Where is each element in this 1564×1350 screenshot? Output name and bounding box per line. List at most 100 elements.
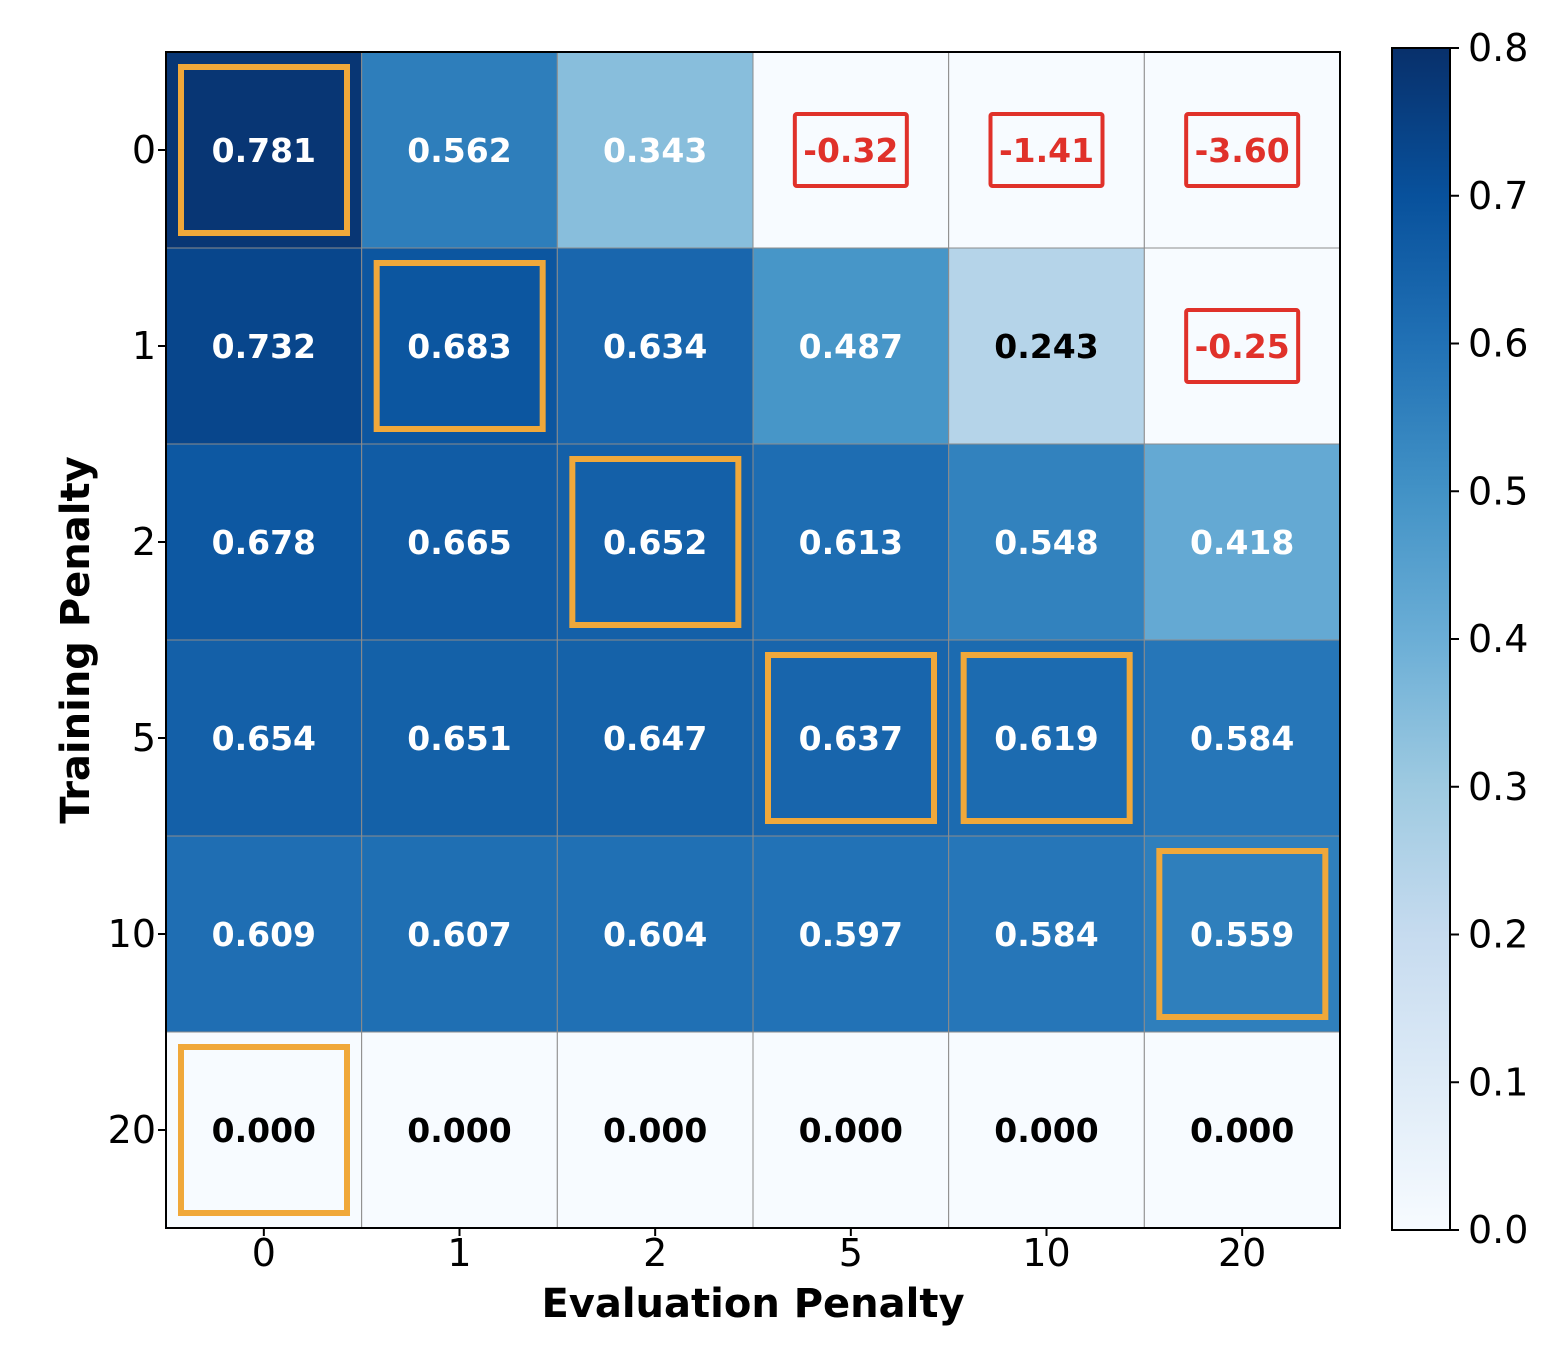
heatmap-cell xyxy=(165,247,363,445)
heatmap-cell xyxy=(361,247,558,445)
heatmap-cell-value: 0.683 xyxy=(407,327,511,366)
heatmap-cell-value: 0.732 xyxy=(212,327,316,366)
heatmap-cell xyxy=(752,1031,950,1229)
heatmap-cell xyxy=(1143,1031,1341,1229)
heatmap-cell-value: -3.60 xyxy=(1195,131,1290,170)
heatmap-cell xyxy=(948,443,1145,641)
heatmap-cell xyxy=(361,835,558,1033)
x-tick-label: 2 xyxy=(643,1231,667,1275)
heatmap-cell-value: 0.000 xyxy=(212,1111,316,1150)
heatmap-cell xyxy=(948,639,1145,837)
y-tick-label: 2 xyxy=(132,520,156,564)
y-tick-label: 5 xyxy=(132,716,156,760)
heatmap-cell-value: 0.634 xyxy=(603,327,707,366)
heatmap-cell-value: 0.654 xyxy=(212,719,316,758)
heatmap-cell xyxy=(556,443,754,641)
heatmap-cell xyxy=(361,443,558,641)
colorbar-tick-label: 0.0 xyxy=(1468,1208,1528,1252)
heatmap-cell-value: 0.651 xyxy=(407,719,511,758)
x-tick-label: 0 xyxy=(252,1231,276,1275)
heatmap-highlight-boxes xyxy=(178,64,1329,1216)
highlight-box xyxy=(373,260,546,432)
y-axis-title: Training Penalty xyxy=(53,456,99,823)
heatmap-cell xyxy=(948,1031,1145,1229)
highlight-box xyxy=(765,652,937,824)
heatmap-cell xyxy=(752,51,950,249)
x-tick-label: 20 xyxy=(1218,1231,1266,1275)
heatmap-cell-value: -1.41 xyxy=(999,131,1094,170)
colorbar-tick-label: 0.1 xyxy=(1468,1060,1528,1104)
heatmap-cell xyxy=(752,639,950,837)
heatmap-cell-value: 0.607 xyxy=(407,915,511,954)
highlight-box xyxy=(960,652,1133,824)
heatmap-cell-value: -0.25 xyxy=(1195,327,1290,366)
heatmap-cell xyxy=(165,1031,363,1229)
heatmap-cell-value: 0.343 xyxy=(603,131,707,170)
heatmap-cell-value: 0.584 xyxy=(1190,719,1294,758)
x-axis-ticks: 0 1 2 5 10 20 xyxy=(252,1228,1266,1275)
heatmap-cell xyxy=(752,835,950,1033)
heatmap-cell-value: 0.613 xyxy=(799,523,903,562)
highlight-box xyxy=(178,1044,350,1216)
colorbar-tick-label: 0.7 xyxy=(1468,174,1528,218)
colorbar-tick-label: 0.8 xyxy=(1468,26,1528,70)
heatmap-cell xyxy=(1143,443,1341,641)
highlight-box xyxy=(178,64,350,236)
highlight-box xyxy=(1156,848,1329,1020)
heatmap-cell xyxy=(948,51,1145,249)
colorbar-tick-label: 0.4 xyxy=(1468,617,1528,661)
plot-frame xyxy=(165,51,1341,1229)
colorbar xyxy=(1391,47,1451,1231)
colorbar-tick-label: 0.2 xyxy=(1468,913,1528,957)
heatmap-cell xyxy=(361,639,558,837)
negative-value-box xyxy=(988,112,1105,188)
heatmap-cell xyxy=(165,51,363,249)
y-tick-label: 0 xyxy=(132,128,156,172)
heatmap-cell xyxy=(165,443,363,641)
highlight-box xyxy=(569,456,742,628)
y-tick-label: 10 xyxy=(108,912,156,956)
heatmap-cell-value: 0.647 xyxy=(603,719,707,758)
heatmap-cell-labels: 0.781 0.562 0.343 -0.32 -1.41 -3.60 0.732 0.683… xyxy=(212,131,1295,1150)
heatmap-cell-value: 0.418 xyxy=(1190,523,1294,562)
heatmap-cell-value: 0.619 xyxy=(994,719,1098,758)
heatmap-cell xyxy=(361,51,558,249)
negative-value-box xyxy=(1184,308,1301,384)
heatmap-cell-value: 0.559 xyxy=(1190,915,1294,954)
heatmap-cell-value: 0.000 xyxy=(407,1111,511,1150)
heatmap-cell xyxy=(556,639,754,837)
heatmap-cell xyxy=(165,639,363,837)
heatmap-cell-value: 0.487 xyxy=(799,327,903,366)
heatmap-cell-value: 0.000 xyxy=(799,1111,903,1150)
heatmap-cell xyxy=(165,835,363,1033)
negative-value-box xyxy=(792,112,909,188)
heatmap-cell-value: 0.000 xyxy=(603,1111,707,1150)
heatmap-cell-value: 0.678 xyxy=(212,523,316,562)
colorbar-tick-label: 0.5 xyxy=(1468,469,1528,513)
heatmap-cell xyxy=(1143,247,1341,445)
heatmap-cells xyxy=(165,51,1341,1229)
heatmap-cell-value: 0.665 xyxy=(407,523,511,562)
heatmap-cell xyxy=(752,247,950,445)
y-tick-label: 1 xyxy=(132,324,156,368)
x-tick-label: 5 xyxy=(839,1231,863,1275)
heatmap-cell-value: 0.652 xyxy=(603,523,707,562)
heatmap-cell xyxy=(1143,51,1341,249)
heatmap-cell-value: 0.000 xyxy=(994,1111,1098,1150)
heatmap-cell-value: 0.609 xyxy=(212,915,316,954)
heatmap-cell-value: 0.000 xyxy=(1190,1111,1294,1150)
heatmap-cell xyxy=(752,443,950,641)
heatmap-cell-value: 0.243 xyxy=(994,327,1098,366)
heatmap-cell-value: 0.584 xyxy=(994,915,1098,954)
heatmap-cell xyxy=(556,835,754,1033)
heatmap-cell-value: 0.604 xyxy=(603,915,707,954)
colorbar-tick-label: 0.6 xyxy=(1468,322,1528,366)
x-tick-label: 1 xyxy=(447,1231,471,1275)
colorbar-tick-label: 0.3 xyxy=(1468,765,1528,809)
heatmap-cell-value: 0.597 xyxy=(799,915,903,954)
x-tick-label: 10 xyxy=(1022,1231,1070,1275)
colorbar-ticks: 0.0 0.1 0.2 0.3 0.4 0.5 0.6 0.7 0.8 xyxy=(1450,26,1528,1252)
heatmap-cell-value: 0.548 xyxy=(994,523,1098,562)
heatmap-cell-value: 0.781 xyxy=(212,131,316,170)
